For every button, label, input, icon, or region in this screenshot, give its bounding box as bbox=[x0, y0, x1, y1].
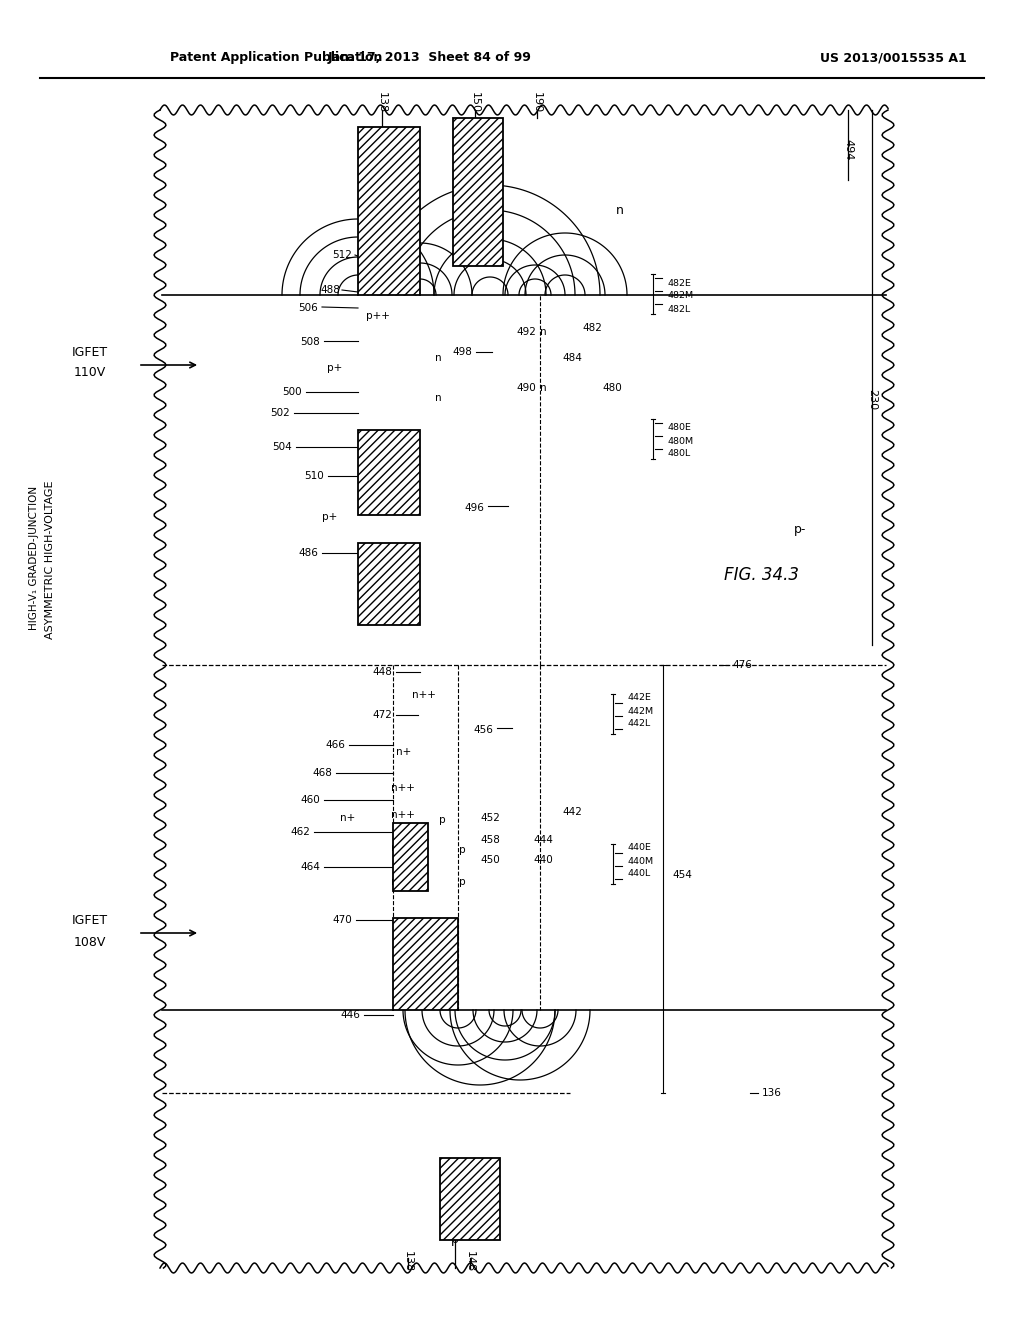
Text: 458: 458 bbox=[480, 836, 500, 845]
Text: n++: n++ bbox=[391, 843, 415, 853]
Text: p: p bbox=[438, 814, 445, 825]
Text: Patent Application Publication: Patent Application Publication bbox=[170, 51, 382, 65]
Text: n: n bbox=[540, 383, 547, 393]
Text: 496: 496 bbox=[464, 503, 484, 513]
Text: 482M: 482M bbox=[668, 292, 694, 301]
Text: n: n bbox=[616, 203, 624, 216]
Text: 486: 486 bbox=[298, 548, 318, 558]
Text: 440: 440 bbox=[534, 855, 553, 865]
Text: 502: 502 bbox=[270, 408, 290, 418]
Text: 444: 444 bbox=[534, 836, 553, 845]
Text: 498: 498 bbox=[453, 347, 472, 356]
Text: 474: 474 bbox=[445, 1225, 465, 1236]
Text: 456: 456 bbox=[473, 725, 493, 735]
Text: 510: 510 bbox=[304, 471, 324, 480]
Text: p: p bbox=[451, 1233, 459, 1246]
Text: 480: 480 bbox=[602, 383, 622, 393]
Text: 230: 230 bbox=[867, 389, 877, 411]
Text: 504: 504 bbox=[272, 442, 292, 451]
Text: 138: 138 bbox=[377, 92, 387, 114]
Text: n: n bbox=[434, 393, 441, 403]
Text: 108V: 108V bbox=[74, 936, 106, 949]
Text: p: p bbox=[459, 876, 465, 887]
Text: p++: p++ bbox=[366, 312, 390, 321]
Text: 190: 190 bbox=[532, 92, 542, 114]
Text: 450: 450 bbox=[480, 855, 500, 865]
Bar bbox=[393, 822, 428, 891]
Text: 500: 500 bbox=[283, 387, 302, 397]
Text: n+: n+ bbox=[395, 1001, 411, 1010]
Text: 472: 472 bbox=[372, 710, 392, 719]
Bar bbox=[358, 430, 420, 515]
Text: IGFET: IGFET bbox=[72, 913, 109, 927]
Text: p++: p++ bbox=[370, 461, 394, 471]
Text: 476: 476 bbox=[732, 660, 752, 671]
Text: 150: 150 bbox=[470, 92, 480, 114]
Text: 512: 512 bbox=[332, 249, 352, 260]
Text: n++: n++ bbox=[412, 690, 436, 700]
Text: p+: p+ bbox=[328, 363, 343, 374]
Text: 484: 484 bbox=[562, 352, 582, 363]
Text: 440E: 440E bbox=[628, 843, 652, 853]
Text: 480M: 480M bbox=[668, 437, 694, 446]
Text: 488: 488 bbox=[321, 285, 340, 294]
Text: p-: p- bbox=[794, 524, 806, 536]
Text: ASYMMETRIC HIGH-VOLTAGE: ASYMMETRIC HIGH-VOLTAGE bbox=[45, 480, 55, 639]
Text: 480L: 480L bbox=[668, 450, 691, 458]
Text: IGFET: IGFET bbox=[72, 346, 109, 359]
Text: n+: n+ bbox=[340, 813, 355, 822]
Text: 136: 136 bbox=[762, 1088, 782, 1098]
Text: 464: 464 bbox=[300, 862, 319, 873]
Text: 470: 470 bbox=[332, 915, 352, 925]
Text: n++: n++ bbox=[391, 783, 415, 793]
Text: 468: 468 bbox=[312, 768, 332, 777]
Text: 110V: 110V bbox=[74, 367, 106, 380]
Bar bbox=[358, 543, 420, 624]
Text: 494: 494 bbox=[843, 140, 853, 161]
Text: 466: 466 bbox=[326, 741, 345, 750]
Text: n: n bbox=[540, 327, 547, 337]
Text: n++: n++ bbox=[391, 810, 415, 820]
Text: 480E: 480E bbox=[668, 424, 692, 433]
Bar bbox=[440, 1158, 500, 1239]
Text: p+: p+ bbox=[323, 512, 338, 521]
Bar bbox=[393, 917, 458, 1010]
Bar bbox=[453, 117, 503, 267]
Text: 448: 448 bbox=[372, 667, 392, 677]
Text: 440L: 440L bbox=[628, 870, 651, 879]
Text: 442L: 442L bbox=[628, 719, 651, 729]
Text: 462: 462 bbox=[290, 828, 310, 837]
Text: p: p bbox=[459, 845, 465, 855]
Text: 508: 508 bbox=[300, 337, 319, 347]
Text: n: n bbox=[434, 352, 441, 363]
Text: 482L: 482L bbox=[668, 305, 691, 314]
Text: 506: 506 bbox=[298, 304, 318, 313]
Text: 148: 148 bbox=[465, 1251, 475, 1272]
Text: 492: 492 bbox=[516, 327, 536, 337]
Text: FIG. 34.3: FIG. 34.3 bbox=[725, 566, 800, 583]
Text: 482E: 482E bbox=[668, 279, 692, 288]
Text: 452: 452 bbox=[480, 813, 500, 822]
Text: 482: 482 bbox=[582, 323, 602, 333]
Text: 442E: 442E bbox=[628, 693, 652, 702]
Text: n++: n++ bbox=[391, 876, 415, 887]
Text: US 2013/0015535 A1: US 2013/0015535 A1 bbox=[820, 51, 967, 65]
Text: 442: 442 bbox=[562, 807, 582, 817]
Text: 138: 138 bbox=[403, 1251, 413, 1272]
Text: Jan. 17, 2013  Sheet 84 of 99: Jan. 17, 2013 Sheet 84 of 99 bbox=[328, 51, 531, 65]
Text: 454: 454 bbox=[672, 870, 692, 880]
Text: 446: 446 bbox=[340, 1010, 360, 1020]
Bar bbox=[358, 127, 420, 294]
Text: n+: n+ bbox=[396, 747, 412, 756]
Text: 490: 490 bbox=[516, 383, 536, 393]
Text: 440M: 440M bbox=[628, 857, 654, 866]
Text: 460: 460 bbox=[300, 795, 319, 805]
Text: HIGH-V₁ GRADED-JUNCTION: HIGH-V₁ GRADED-JUNCTION bbox=[29, 486, 39, 630]
Text: 442M: 442M bbox=[628, 706, 654, 715]
